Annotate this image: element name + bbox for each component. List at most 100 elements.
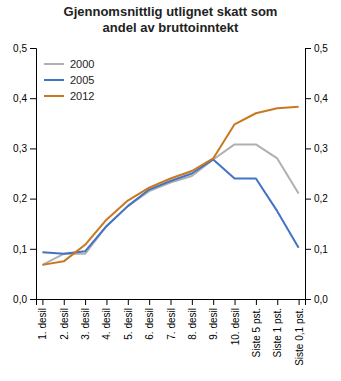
tick-mark — [30, 98, 36, 99]
x-axis: 1. desil 2. desil 3. desil 4. desil 5. desil… — [37, 299, 306, 366]
tick-label: 4. desil — [101, 308, 112, 340]
tick-label: Siste 0,1 pst. — [294, 308, 305, 366]
legend-label: 2012 — [70, 90, 94, 102]
tick-label: 1. desil — [37, 308, 48, 340]
tick-label: 0,3 — [314, 143, 328, 154]
legend-item: 2000 — [44, 58, 94, 70]
y2-axis: 0,0 0,1 0,2 0,3 0,4 0,5 — [305, 43, 328, 305]
tick-label: 0,1 — [314, 244, 328, 255]
title: Gjennomsnittlig utlignet skatt somandel … — [64, 4, 278, 35]
tick-label: 0,3 — [13, 143, 27, 154]
tick-label: 0,1 — [13, 244, 27, 255]
tick-mark — [305, 48, 311, 49]
tick: 0,3 — [13, 143, 36, 154]
series-line — [42, 107, 298, 265]
legend-item: 2012 — [44, 90, 94, 102]
tick: Siste 0,1 pst. — [294, 299, 305, 366]
title-line: Gjennomsnittlig utlignet skatt som — [64, 4, 278, 19]
tick: 0,2 — [13, 193, 36, 204]
tick-mark — [305, 299, 311, 300]
legend-swatch — [44, 63, 64, 65]
tick: 8. desil — [187, 299, 198, 340]
tick-label: Siste 5 pst. — [251, 308, 262, 357]
tick: 0,3 — [305, 143, 328, 154]
tick: 0,5 — [305, 43, 328, 54]
series-line — [42, 144, 298, 264]
tick-label: 3. desil — [80, 308, 91, 340]
tick: 2. desil — [59, 299, 70, 340]
tick-label: 6. desil — [144, 308, 155, 340]
tick-mark — [305, 199, 311, 200]
tick-mark — [277, 299, 278, 305]
tick-mark — [30, 299, 36, 300]
tick-mark — [192, 299, 193, 305]
tick-label: 0,2 — [314, 193, 328, 204]
tick: 3. desil — [80, 299, 91, 340]
tick-mark — [42, 299, 43, 305]
legend-item: 2005 — [44, 74, 94, 86]
tick-mark — [256, 299, 257, 305]
tick: 0,5 — [13, 43, 36, 54]
tick-mark — [64, 299, 65, 305]
tick: Siste 5 pst. — [251, 299, 262, 357]
tick-mark — [149, 299, 150, 305]
tick-mark — [171, 299, 172, 305]
tick-label: 10. desil — [230, 308, 241, 345]
tick-mark — [30, 199, 36, 200]
tick-mark — [30, 48, 36, 49]
legend-label: 2005 — [70, 74, 94, 86]
chart: Gjennomsnittlig utlignet skatt somandel … — [0, 0, 341, 381]
legend: 2000 2005 2012 — [44, 58, 94, 102]
tick: 10. desil — [230, 299, 241, 345]
tick: 7. desil — [166, 299, 177, 340]
tick-label: 0,2 — [13, 193, 27, 204]
tick-label: 0,0 — [13, 294, 27, 305]
tick-mark — [299, 299, 300, 305]
tick-mark — [30, 148, 36, 149]
tick-mark — [30, 249, 36, 250]
tick: 5. desil — [123, 299, 134, 340]
axis-line — [30, 49, 37, 300]
series-line — [42, 159, 298, 253]
series-group — [42, 107, 298, 265]
tick: 0,1 — [305, 244, 328, 255]
tick: 0,0 — [13, 294, 36, 305]
tick: 0,1 — [13, 244, 36, 255]
plot: 1. desil 2. desil 3. desil 4. desil 5. desil… — [13, 43, 328, 366]
tick-label: 0,0 — [314, 294, 328, 305]
tick-label: Siste 1 pst. — [272, 308, 283, 357]
tick-mark — [235, 299, 236, 305]
tick: 0,0 — [305, 294, 328, 305]
tick-mark — [305, 249, 311, 250]
legend-swatch — [44, 79, 64, 81]
title-line: andel av bruttoinntekt — [103, 20, 239, 35]
legend-swatch — [44, 95, 64, 97]
tick-label: 0,4 — [13, 93, 27, 104]
tick-label: 0,5 — [314, 43, 328, 54]
tick-mark — [305, 148, 311, 149]
tick-label: 2. desil — [59, 308, 70, 340]
tick-mark — [106, 299, 107, 305]
tick-label: 0,5 — [13, 43, 27, 54]
y-axis: 0,0 0,1 0,2 0,3 0,4 0,5 — [13, 43, 36, 305]
tick-mark — [213, 299, 214, 305]
tick-label: 0,4 — [314, 93, 328, 104]
tick-label: 7. desil — [166, 308, 177, 340]
tick: Siste 1 pst. — [272, 299, 283, 357]
tick: 1. desil — [37, 299, 48, 340]
tick: 0,2 — [305, 193, 328, 204]
tick: 0,4 — [13, 93, 36, 104]
legend-label: 2000 — [70, 58, 94, 70]
tick-mark — [305, 98, 311, 99]
axis-line — [37, 300, 306, 306]
tick: 0,4 — [305, 93, 328, 104]
tick: 6. desil — [144, 299, 155, 340]
tick-label: 5. desil — [123, 308, 134, 340]
tick: 4. desil — [101, 299, 112, 340]
tick-mark — [128, 299, 129, 305]
tick: 9. desil — [208, 299, 219, 340]
tick-label: 9. desil — [208, 308, 219, 340]
tick-label: 8. desil — [187, 308, 198, 340]
tick-mark — [85, 299, 86, 305]
axis-line — [306, 49, 312, 300]
